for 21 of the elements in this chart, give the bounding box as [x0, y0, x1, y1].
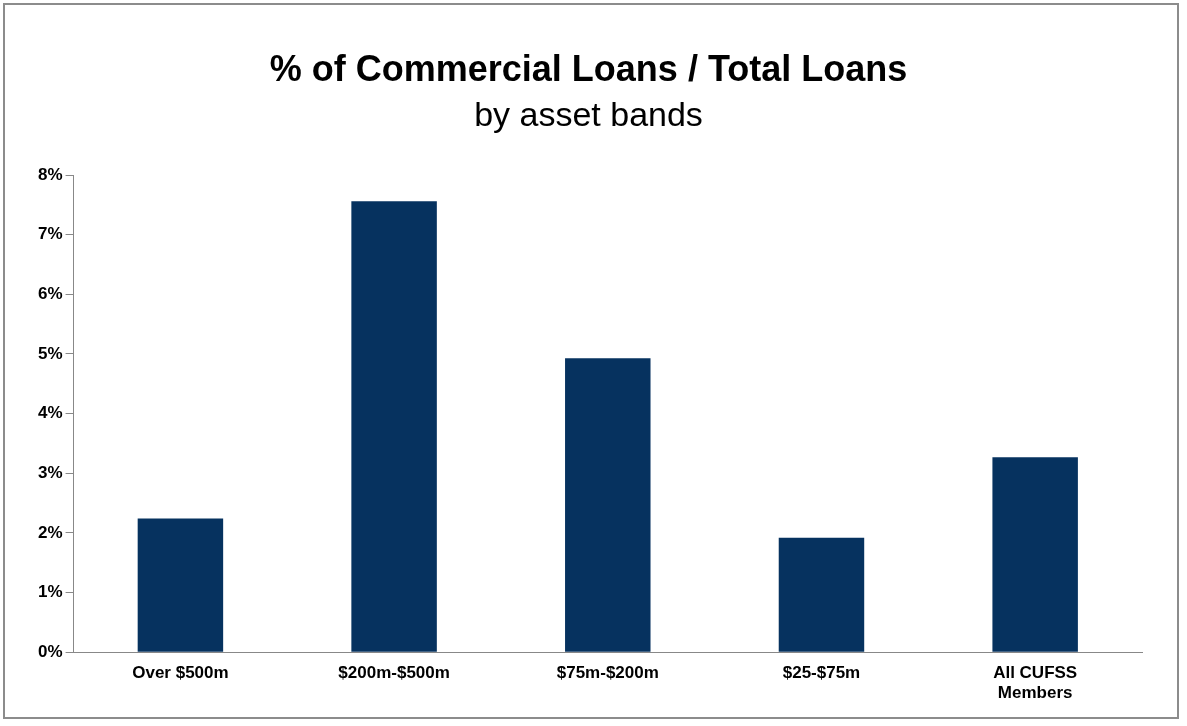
bar	[992, 457, 1078, 652]
x-tick-label: $75m-$200m	[556, 663, 659, 683]
x-tick-label: All CUFSS Members	[993, 663, 1078, 703]
y-tick-label: 1%	[37, 582, 63, 602]
y-tick-label: 5%	[37, 343, 63, 363]
chart-title: % of Commercial Loans / Total Loans	[269, 47, 908, 89]
x-tick-label: $200m-$500m	[338, 663, 450, 683]
x-tick-label: Over $500m	[132, 663, 229, 683]
y-tick-label: 8%	[37, 164, 63, 184]
y-tick-label: 3%	[37, 462, 63, 482]
y-tick-label: 2%	[37, 522, 63, 542]
bar	[137, 518, 224, 652]
bar	[778, 537, 865, 652]
y-tick-label: 4%	[37, 403, 63, 423]
bar	[565, 358, 651, 652]
x-tick-label: $25-$75m	[782, 663, 861, 683]
y-tick-label: 0%	[37, 641, 63, 661]
y-tick-label: 7%	[37, 224, 63, 244]
chart-subtitle: by asset bands	[474, 94, 703, 133]
y-tick-label: 6%	[37, 283, 63, 303]
bar	[351, 201, 437, 652]
